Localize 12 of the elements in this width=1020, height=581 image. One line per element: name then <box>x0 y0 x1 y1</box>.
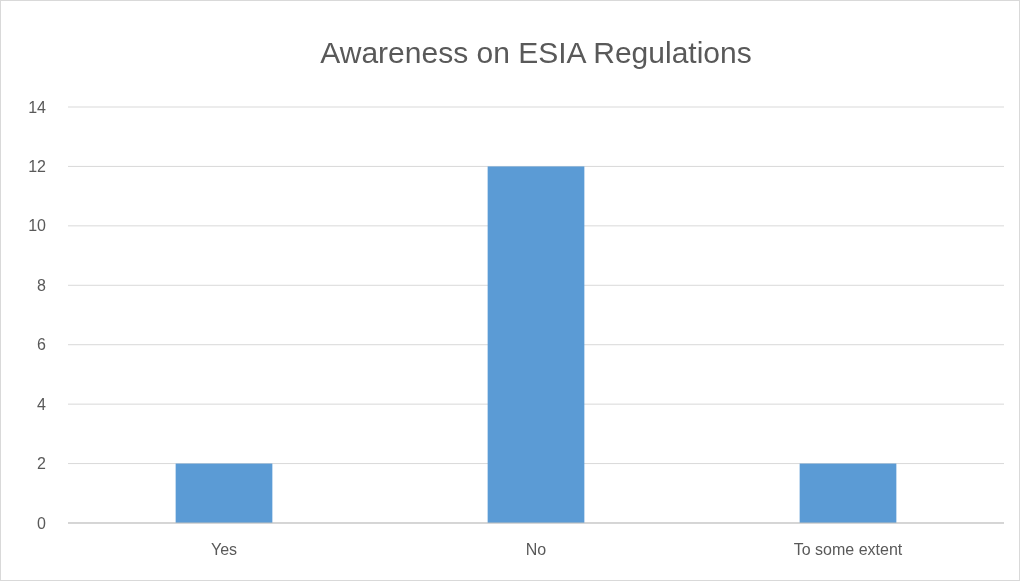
y-tick-label: 6 <box>37 336 47 354</box>
x-tick-label: Yes <box>210 541 238 558</box>
y-tick-label: 4 <box>37 395 47 413</box>
y-tick-label: 14 <box>28 98 47 116</box>
y-tick-label: 10 <box>28 217 47 235</box>
y-tick-label: 12 <box>28 158 47 176</box>
chart-title: Awareness on ESIA Regulations <box>320 36 752 69</box>
y-tick-label: 2 <box>37 455 47 473</box>
y-tick-label: 8 <box>37 276 47 294</box>
x-tick-label: No <box>525 541 547 558</box>
y-tick-label: 0 <box>37 514 47 532</box>
x-tick-label: To some extent <box>793 541 903 558</box>
